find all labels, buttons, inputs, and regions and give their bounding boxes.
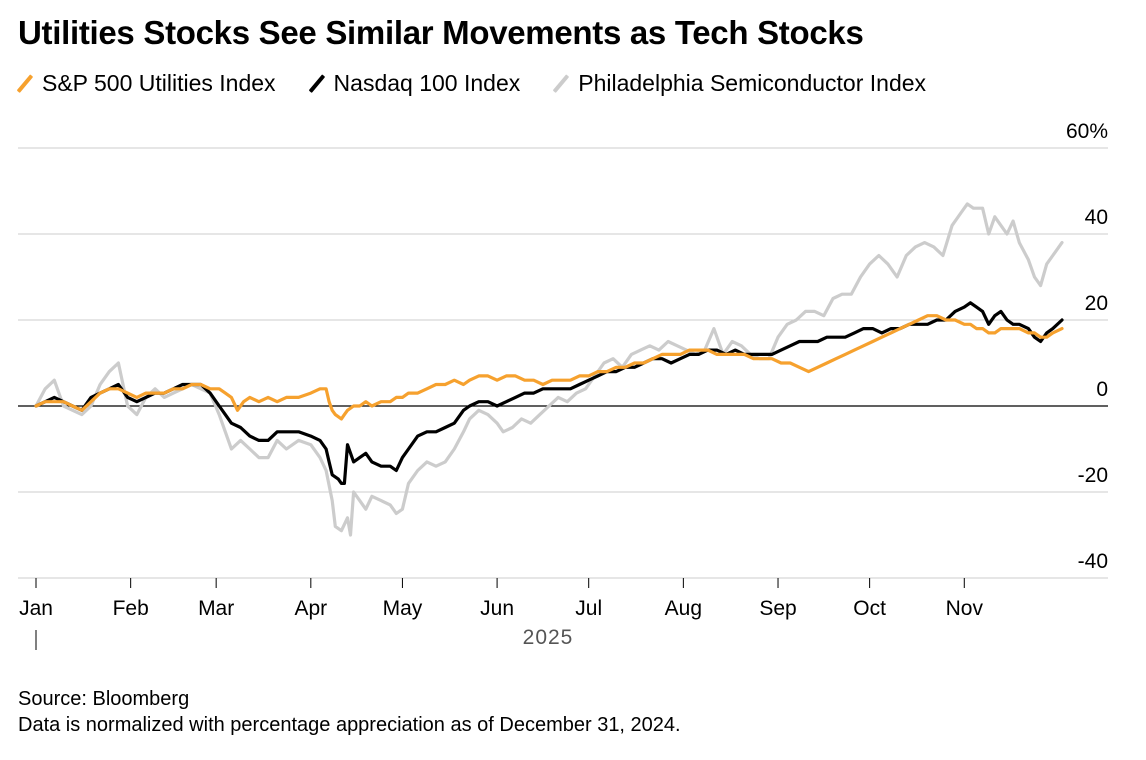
- y-tick-label-20: 20: [1085, 292, 1108, 315]
- x-tick-label-mar: Mar: [198, 597, 234, 620]
- x-tick-label-may: May: [383, 597, 423, 620]
- x-axis-year-label: 2025: [523, 626, 574, 649]
- y-tick-label-60: 60%: [1066, 120, 1108, 143]
- y-tick-label-40: 40: [1085, 206, 1108, 229]
- legend-label-nasdaq: Nasdaq 100 Index: [333, 69, 521, 96]
- legend-item-utilities: S&P 500 Utilities Index: [18, 70, 276, 97]
- x-tick-label-jul: Jul: [575, 597, 602, 620]
- legend-label-semiconductor: Philadelphia Semiconductor Index: [578, 69, 927, 96]
- legend-label-utilities: S&P 500 Utilities Index: [42, 69, 276, 96]
- x-tick-label-feb: Feb: [113, 597, 149, 620]
- series-line-philadelphia-semiconductor-index: [34, 202, 1064, 537]
- x-tick-label-aug: Aug: [665, 597, 702, 620]
- series-line-s-p-500-utilities-index: [34, 314, 1064, 421]
- y-tick-label-neg20: -20: [1078, 464, 1108, 487]
- x-tick-label-nov: Nov: [946, 597, 984, 620]
- y-tick-label-neg40: -40: [1078, 550, 1108, 573]
- chart-footer: Source: Bloomberg Data is normalized wit…: [18, 686, 681, 738]
- source-note: Source: Bloomberg: [18, 688, 190, 710]
- y-tick-label-0: 0: [1096, 378, 1108, 401]
- x-tick-label-jan: Jan: [19, 597, 53, 620]
- legend-item-nasdaq: Nasdaq 100 Index: [310, 70, 521, 97]
- x-tick-label-oct: Oct: [853, 597, 886, 620]
- chart-title: Utilities Stocks See Similar Movements a…: [18, 14, 864, 51]
- x-tick-label-jun: Jun: [480, 597, 514, 620]
- x-tick-label-apr: Apr: [294, 597, 327, 620]
- legend-item-semiconductor: Philadelphia Semiconductor Index: [554, 70, 926, 97]
- data-note: Data is normalized with percentage appre…: [18, 714, 681, 736]
- x-tick-label-sep: Sep: [759, 597, 796, 620]
- series-line-nasdaq-100-index: [34, 301, 1064, 485]
- chart-legend: S&P 500 Utilities Index Nasdaq 100 Index…: [18, 68, 960, 98]
